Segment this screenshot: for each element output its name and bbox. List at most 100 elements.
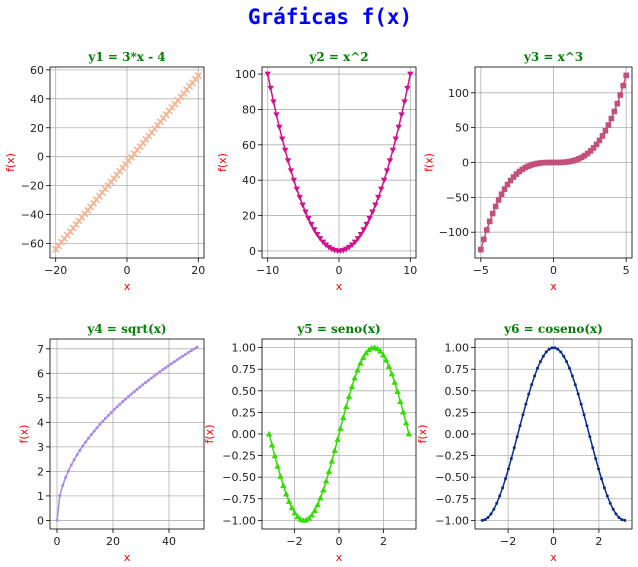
x-tick-label: 0 [336,535,343,548]
data-point [61,483,65,487]
data-point [380,177,388,184]
data-point [98,423,102,427]
data-point [342,403,350,410]
y-tick-label: 100 [235,68,256,81]
data-point [401,99,408,105]
y-tick-label: −0.50 [435,471,469,484]
data-point [552,159,558,166]
data-point [340,414,347,420]
y-tick-label: 50 [455,122,469,135]
data-point [515,435,519,439]
x-tick-label: 10 [403,264,417,277]
x-axis-label: x [336,280,343,293]
data-point [478,246,484,253]
data-point [351,239,359,246]
data-point [617,516,621,520]
y-tick-label: 5 [37,392,44,405]
y-tick-label: −1.00 [435,514,469,527]
data-point [530,383,534,387]
subplot-6: −2 0 2 −1.00 −0.75 −0.50 −0.25 0.00 0.25 0.50 0.75… [416,322,633,564]
data-point [186,350,190,354]
data-point [267,85,274,92]
data-point [296,194,303,201]
data-point [382,356,390,363]
data-point [285,498,293,504]
data-point [354,236,362,242]
data-point [305,216,312,222]
data-point [531,161,538,167]
data-point [544,350,548,354]
y-tick-label: −0.25 [222,450,256,463]
data-point [549,159,555,166]
data-point [492,507,496,511]
data-point [189,349,193,353]
subplot-title: y6 = coseno(x) [503,322,603,336]
y-tick-label: −1.00 [222,514,256,527]
data-point [576,392,580,396]
data-point [394,388,401,395]
x-tick-label: 20 [191,264,205,277]
y-tick-label: 0.75 [232,363,257,376]
data-point [405,430,413,437]
data-point [357,231,365,238]
data-point [351,374,358,381]
data-point [519,166,526,173]
subplot-title: y1 = 3*x - 4 [87,50,165,64]
data-point [597,467,601,471]
data-point [480,236,487,243]
data-point [95,426,99,430]
data-point [138,385,142,389]
y-axis-label: f(x) [423,153,436,172]
data-point [75,453,79,457]
data-point [369,209,376,216]
data-point [72,458,76,462]
data-point [58,494,62,498]
data-point [568,366,572,370]
y-axis-label: f(x) [4,153,17,172]
data-point [172,360,176,364]
data-point [498,191,505,198]
data-point [141,383,145,387]
data-point [314,501,321,508]
data-point [620,82,627,89]
data-point [362,349,370,356]
data-point [380,351,387,358]
data-point [582,413,586,417]
data-point [274,463,281,469]
data-point [184,352,188,356]
data-point [540,159,546,166]
data-point [290,177,298,184]
data-point [524,402,528,406]
y-axis-label: f(x) [203,425,216,444]
data-point [486,516,490,520]
x-axis-label: x [124,551,131,564]
data-point [124,397,128,401]
data-point [104,416,108,420]
data-point [55,518,59,522]
data-point [181,354,185,358]
data-point [541,354,545,358]
data-point [385,363,393,369]
data-point [101,419,105,423]
data-point [121,400,125,404]
data-point [178,356,182,360]
x-axis-label: x [124,280,131,293]
y-tick-label: −100 [439,226,469,239]
x-tick-label: 0 [550,264,557,277]
data-point [596,137,603,144]
axes-frame [49,338,205,530]
y-tick-label: 20 [30,122,44,135]
data-point [550,346,554,350]
y-tick-label: 0.50 [232,385,257,398]
y-tick-label: 0.00 [232,428,257,441]
data-point [593,141,600,148]
data-point [284,158,292,164]
data-point [152,374,156,378]
data-point [535,366,539,370]
data-point [354,366,361,373]
data-point [555,159,561,166]
data-point [600,477,604,481]
subplot-title: y5 = seno(x) [296,322,380,336]
data-point [348,383,356,390]
